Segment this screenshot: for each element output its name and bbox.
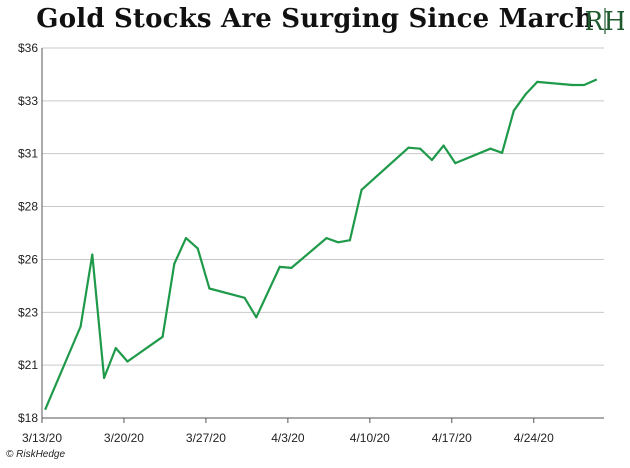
data-point xyxy=(126,360,129,363)
y-tick-label: $36 xyxy=(18,41,38,55)
y-tick-label: $33 xyxy=(18,94,38,108)
grid-lines xyxy=(42,47,604,366)
y-tick-label: $23 xyxy=(18,305,38,319)
data-point xyxy=(360,188,363,191)
x-tick-label: 3/13/20 xyxy=(22,431,62,445)
data-point xyxy=(208,287,211,290)
series-layer xyxy=(44,78,597,410)
data-point xyxy=(594,78,597,81)
data-point xyxy=(325,237,328,240)
data-point xyxy=(419,147,422,150)
data-point xyxy=(430,158,433,162)
y-axis-ticks: $18 $21 $23 $26 $28 $31 $33 $36 xyxy=(18,41,38,425)
y-tick-label: $18 xyxy=(18,411,38,425)
data-point xyxy=(583,83,586,87)
series-line xyxy=(44,78,597,410)
data-point xyxy=(348,239,351,242)
y-tick-label: $31 xyxy=(18,147,38,161)
data-point xyxy=(243,296,246,299)
x-tick-label: 4/10/20 xyxy=(350,431,390,445)
axes xyxy=(41,48,604,419)
data-point xyxy=(184,237,188,240)
data-point xyxy=(524,93,527,96)
y-tick-label: $21 xyxy=(18,358,38,372)
y-tick-label: $26 xyxy=(18,253,38,267)
data-point xyxy=(489,147,492,150)
data-point xyxy=(114,347,117,350)
y-tick-label: $28 xyxy=(18,199,38,213)
data-point xyxy=(91,253,94,256)
data-point xyxy=(103,376,106,379)
data-point xyxy=(512,109,515,112)
data-point xyxy=(337,241,340,244)
x-tick-label: 4/17/20 xyxy=(432,431,472,445)
data-point xyxy=(44,407,47,410)
data-point xyxy=(196,247,199,250)
x-axis-ticks: 3/13/20 3/20/20 3/27/20 4/3/20 4/10/20 4/17/2… xyxy=(22,418,554,445)
data-point xyxy=(407,146,410,149)
x-tick-label: 4/24/20 xyxy=(514,431,554,445)
data-point xyxy=(173,262,176,265)
data-point xyxy=(442,144,445,147)
data-point xyxy=(536,80,539,83)
data-point xyxy=(571,83,574,87)
copyright-notice: © RiskHedge xyxy=(6,449,66,460)
data-point xyxy=(454,162,457,165)
x-tick-label: 3/27/20 xyxy=(186,431,226,445)
x-tick-label: 4/3/20 xyxy=(271,431,305,445)
data-point xyxy=(161,335,164,338)
x-tick-label: 3/20/20 xyxy=(104,431,144,445)
chart-title: Gold Stocks Are Surging Since March xyxy=(36,4,594,34)
data-point xyxy=(501,151,504,154)
data-point xyxy=(79,325,82,328)
data-point xyxy=(278,265,281,268)
data-point xyxy=(290,266,293,269)
riskhedge-logo: RH xyxy=(586,7,624,37)
data-point xyxy=(255,316,258,319)
